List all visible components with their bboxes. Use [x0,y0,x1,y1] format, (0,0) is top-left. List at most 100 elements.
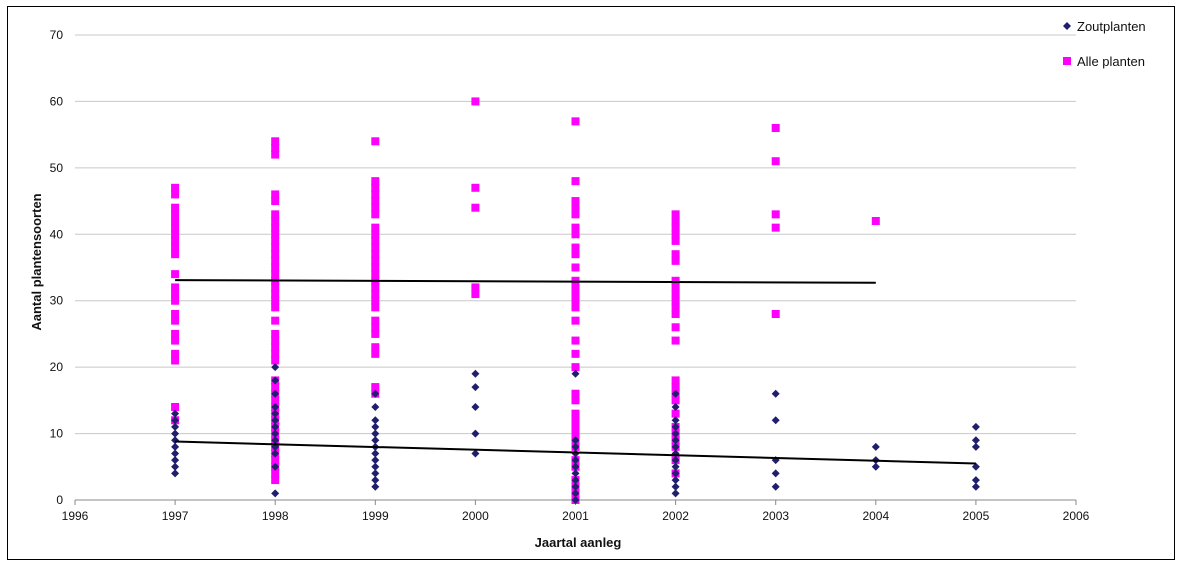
zoutplanten-point [171,422,180,431]
zoutplanten-point [571,436,580,445]
alle-planten-point [171,183,180,192]
alle-planten-point [571,349,580,358]
alle-planten-point [671,376,680,385]
alle-planten-point [671,230,680,239]
alle-planten-point [371,316,380,325]
alle-planten-point [171,223,180,232]
trendline-alle-planten [175,279,876,284]
alle-planten-point [171,270,180,279]
x-tick-label: 2003 [762,509,789,523]
zoutplanten-point [571,442,580,451]
zoutplanten-point [971,476,980,485]
alle-planten-point [671,409,680,418]
zoutplanten-point [671,389,680,398]
zoutplanten-point [971,436,980,445]
zoutplanten-point [271,416,280,425]
alle-planten-point [371,256,380,265]
alle-planten-point [371,177,380,186]
alle-planten-point [271,329,280,338]
alle-planten-point [271,296,280,305]
alle-planten-point [671,256,680,265]
zoutplanten-point [171,449,180,458]
zoutplanten-point [571,369,580,378]
y-axis-ticks: 0 10 20 30 40 50 60 70 [50,28,64,507]
alle-planten-point [171,230,180,239]
x-tick-label: 1999 [362,509,389,523]
zoutplanten-point [771,469,780,478]
zoutplanten-point [571,476,580,485]
alle-planten-point [271,456,280,465]
y-axis-title: Aantal plantensoorten [29,193,44,330]
alle-planten-point [371,250,380,259]
alle-planten-point [571,177,580,186]
zoutplanten-point [371,422,380,431]
y-tick-label: 70 [50,28,64,42]
zoutplanten-point [671,436,680,445]
alle-planten-point [471,290,480,299]
alle-planten-point [571,283,580,292]
zoutplanten-point [171,416,180,425]
zoutplanten-point [971,422,980,431]
alle-planten-point [371,349,380,358]
zoutplanten-point [971,442,980,451]
zoutplanten-point [571,462,580,471]
alle-planten-point [271,217,280,225]
zoutplanten-point [671,462,680,471]
zoutplanten-point [671,489,680,498]
alle-planten-point [271,336,280,345]
x-tick-label: 2004 [862,509,889,523]
alle-planten-point [571,203,580,212]
x-tick-label: 2006 [1063,509,1090,523]
zoutplanten-point [271,429,280,438]
x-axis-ticks: 1996 1997 1998 1999 2000 2001 2002 2003 2004 2005… [62,509,1090,523]
alle-planten-point [771,157,780,166]
legend-item-zoutplanten: Zoutplanten [1063,19,1146,34]
zoutplanten-point [371,462,380,471]
alle-planten-point [271,343,280,352]
alle-planten-point [771,124,780,132]
alle-planten-point [371,296,380,305]
legend: Zoutplanten Alle planten [1063,19,1146,69]
alle-planten-point [671,323,680,332]
zoutplanten-point [371,429,380,438]
zoutplanten-point [971,482,980,491]
alle-planten-point [371,323,380,332]
zoutplanten-point [371,456,380,465]
alle-planten-point [671,296,680,305]
zoutplanten-point [671,422,680,431]
trendline-zoutplanten [175,440,976,465]
alle-planten-point [271,283,280,292]
alle-planten-point [671,217,680,225]
alle-planten-point [271,476,280,485]
zoutplanten-point [171,456,180,465]
alle-planten-point [771,223,780,232]
zoutplanten-point [371,389,380,398]
alle-planten-point [171,243,180,252]
alle-planten-point [271,316,280,325]
zoutplanten-point [571,489,580,498]
alle-planten-point [571,263,580,272]
alle-planten-point [571,303,580,312]
zoutplanten-point [471,449,480,458]
zoutplanten-point [371,416,380,425]
alle-planten-point [371,283,380,292]
zoutplanten-point [371,449,380,458]
alle-planten-point [371,210,380,219]
x-tick-label: 1997 [162,509,189,523]
alle-planten-point [271,210,280,219]
zoutplanten-point [271,403,280,411]
zoutplanten-point [271,436,280,445]
alle-planten-point [371,329,380,338]
zoutplanten-point [471,383,480,392]
y-tick-label: 50 [50,161,64,175]
alle-planten-point [171,250,180,259]
alle-planten-point [471,183,480,192]
x-tick-label: 2005 [963,509,990,523]
alle-planten-point [571,396,580,405]
alle-planten-point [271,230,280,239]
alle-planten-point [371,383,380,392]
alle-planten-point [371,236,380,245]
alle-planten-point [371,243,380,252]
alle-planten-point [671,383,680,392]
alle-planten-point [371,270,380,279]
